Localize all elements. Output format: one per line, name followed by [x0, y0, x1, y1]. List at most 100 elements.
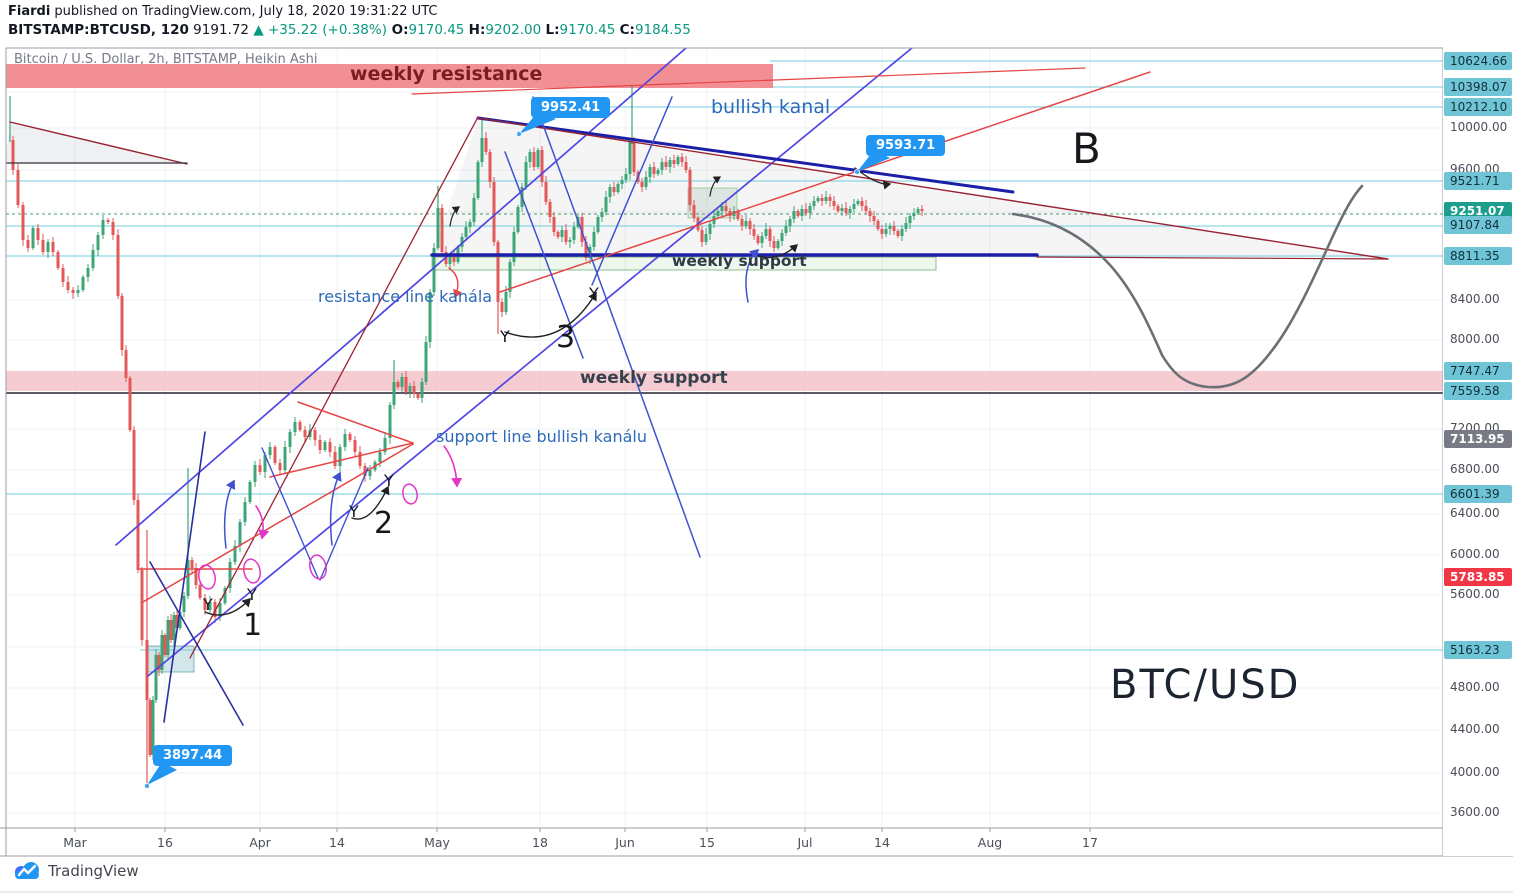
trend-line — [477, 117, 1389, 260]
candle-body — [238, 522, 242, 546]
candle-body — [218, 603, 222, 617]
candle-body — [86, 268, 90, 277]
candle-body — [716, 211, 720, 216]
arrow-curve — [255, 505, 270, 540]
candle-body — [544, 182, 548, 202]
trend-line — [297, 401, 414, 444]
candle-body — [378, 452, 382, 462]
price-scale-label: 5163.23 — [1444, 641, 1512, 659]
candle-body — [756, 236, 760, 243]
wave-label-y: Y — [203, 595, 213, 614]
candle-body — [363, 466, 367, 476]
trend-line — [499, 71, 1151, 293]
candle-body — [792, 211, 796, 219]
candle-body — [154, 655, 158, 700]
candle-body — [416, 394, 420, 398]
price-scale-label: 4400.00 — [1450, 722, 1500, 736]
candle-body — [888, 226, 892, 229]
candle-body — [213, 602, 217, 617]
candle-body — [612, 187, 616, 192]
time-scale-label: Mar — [63, 835, 87, 850]
candle-body — [512, 232, 516, 262]
chart-legend[interactable]: Bitcoin / U.S. Dollar, 2h, BITSTAMP, Hei… — [14, 52, 318, 67]
candle-body — [572, 227, 576, 240]
wave-label-y: Y — [589, 284, 599, 303]
price-scale-label: 9521.71 — [1444, 172, 1512, 190]
candle-body — [190, 560, 194, 568]
label-weekly-resistance: weekly resistance — [350, 63, 543, 85]
time-scale-label: Aug — [977, 835, 1003, 850]
candle-body — [900, 229, 904, 236]
candle-body — [648, 167, 652, 177]
candle-body — [223, 588, 227, 603]
candle-body — [116, 235, 120, 296]
candle-body — [21, 205, 25, 240]
label-btcusd: BTC/USD — [1110, 662, 1301, 708]
time-scale[interactable]: Mar 16 Apr 14 May 18 Jun 15 Jul 14 Aug 17 — [0, 828, 1443, 856]
candle-body — [268, 447, 272, 455]
header-text: 9170.45 — [408, 22, 469, 38]
candle-body — [318, 440, 322, 450]
header-text: Fiardi — [8, 4, 51, 19]
weekly-support-band — [6, 371, 1443, 391]
candle-body — [166, 620, 170, 655]
candle-body — [508, 262, 512, 292]
label-weekly-support-band: weekly support — [580, 368, 728, 388]
candle-body — [668, 160, 672, 167]
plot-area — [6, 48, 1443, 828]
trend-line — [189, 116, 479, 659]
candle-body — [564, 230, 568, 242]
candle-body — [692, 205, 696, 218]
candle-body — [724, 206, 728, 211]
price-flag-3897: 3897.44 — [153, 745, 233, 766]
arrow-curve — [757, 244, 798, 259]
time-scale-label: 14 — [329, 835, 345, 850]
candle-body — [912, 213, 916, 216]
candle-body — [836, 206, 840, 211]
header-text: 9202.00 — [485, 22, 546, 38]
candle-body — [808, 206, 812, 213]
header-text: ▲ +35.22 (+0.38%) — [253, 22, 387, 38]
candle-body — [552, 217, 556, 232]
header-text: published on TradingView.com, July 18, 2… — [50, 4, 438, 19]
candle-body — [194, 568, 198, 585]
anchor-dot — [143, 783, 150, 790]
pattern-fill — [432, 118, 1388, 258]
candle-body — [760, 236, 764, 243]
label-support-line-kanalu: support line bullish kanálu — [436, 427, 647, 446]
candle-body — [560, 230, 564, 237]
candle-body — [303, 430, 307, 437]
candle-body — [383, 438, 387, 452]
candle-body — [388, 405, 392, 438]
price-scale[interactable]: 10624.66 10398.07 10212.10 10000.00 9600.00 9… — [1443, 48, 1513, 856]
candle-body — [908, 216, 912, 223]
candle-body — [288, 432, 292, 447]
wave-label-y: Y — [500, 327, 510, 346]
pivot-circle — [309, 554, 327, 580]
candle-body — [592, 232, 596, 247]
arrow-curve — [709, 176, 722, 197]
candle-body — [120, 296, 124, 350]
candle-body — [652, 167, 656, 174]
time-scale-label: May — [424, 835, 450, 850]
candle-body — [856, 201, 860, 204]
candle-body — [278, 463, 282, 470]
candle-body — [812, 201, 816, 206]
candle-body — [624, 174, 628, 180]
candle-body — [283, 447, 287, 470]
header-text: H: — [468, 22, 486, 38]
label-resistance-line-kanala: resistance line kanála — [318, 287, 493, 306]
flag-tail — [147, 762, 177, 785]
price-scale-label: 10624.66 — [1444, 52, 1512, 70]
candle-body — [432, 248, 436, 292]
wave-number-1: 1 — [243, 608, 263, 643]
candle-body — [596, 217, 600, 232]
trend-line — [269, 442, 414, 478]
time-scale-label: 18 — [532, 835, 548, 850]
candle-body — [293, 422, 297, 432]
tradingview-logo[interactable]: TradingView — [12, 860, 139, 882]
candle-body — [828, 197, 832, 201]
time-scale-label: Jul — [797, 835, 813, 850]
candle-body — [672, 160, 676, 164]
